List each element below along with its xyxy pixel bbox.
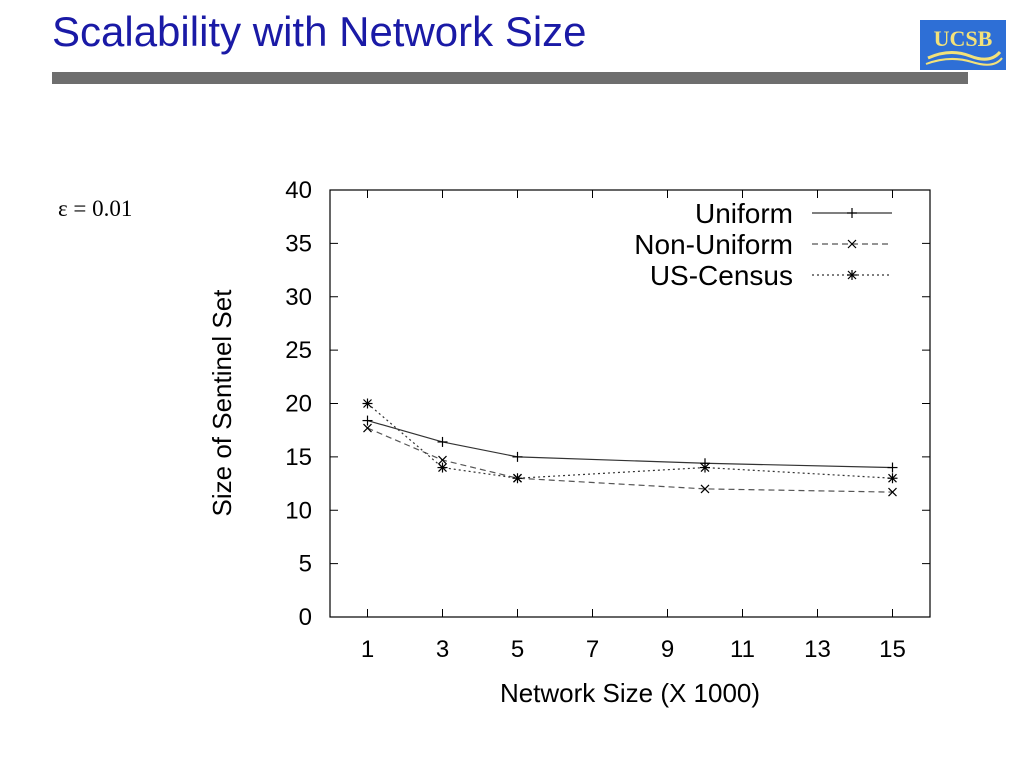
x-tick-label: 15 [879,636,906,663]
slide-title: Scalability with Network Size [52,8,587,55]
y-tick-label: 40 [285,177,312,204]
x-tick-label: 3 [436,636,449,663]
y-tick-label: 25 [285,337,312,364]
series-line-us-census [367,403,893,479]
legend-marker [847,208,857,218]
x-tick-label: 1 [361,636,374,663]
data-point [700,462,710,473]
x-tick-label: 13 [804,636,831,663]
y-axis-label: Size of Sentinel Set [207,289,237,517]
data-point [437,436,448,447]
legend-marker [847,270,857,280]
y-tick-label: 10 [285,497,312,524]
ucsb-logo: UCSB [920,20,1006,70]
legend-marker [847,239,857,249]
x-axis-label: Network Size (X 1000) [500,678,760,708]
logo-wave-icon [925,57,1003,66]
y-tick-label: 5 [299,551,312,578]
title-divider [52,72,968,84]
logo-wave-icon [927,50,1002,61]
data-point [512,473,523,484]
x-tick-label: 5 [511,636,524,663]
data-point [887,462,898,473]
logo-text: UCSB [934,26,993,51]
legend-label: US-Census [650,260,793,291]
data-point [438,455,447,465]
series-group [362,398,898,497]
x-tick-label: 11 [730,636,755,663]
plot-frame [329,189,931,618]
data-point [888,487,897,497]
x-axis: 1 3 5 7 9 11 13 15 [361,190,906,663]
legend-label: Uniform [695,198,793,229]
series-line-non-uniform [367,427,893,493]
x-tick-label: 7 [586,636,599,663]
data-point [362,415,373,426]
y-axis: 0 5 10 15 20 25 30 35 40 [285,177,930,631]
data-point [362,398,373,409]
y-tick-label: 35 [285,230,312,257]
epsilon-label: ε = 0.01 [58,196,133,221]
data-point [363,423,372,433]
data-point [887,473,898,484]
y-tick-label: 15 [285,444,312,471]
y-tick-label: 0 [299,604,312,631]
data-point [700,484,710,494]
data-point [437,462,448,473]
y-tick-label: 20 [285,391,312,418]
legend-label: Non-Uniform [634,229,793,260]
y-tick-label: 30 [285,284,312,311]
data-point [512,451,523,462]
x-tick-label: 9 [661,636,674,663]
